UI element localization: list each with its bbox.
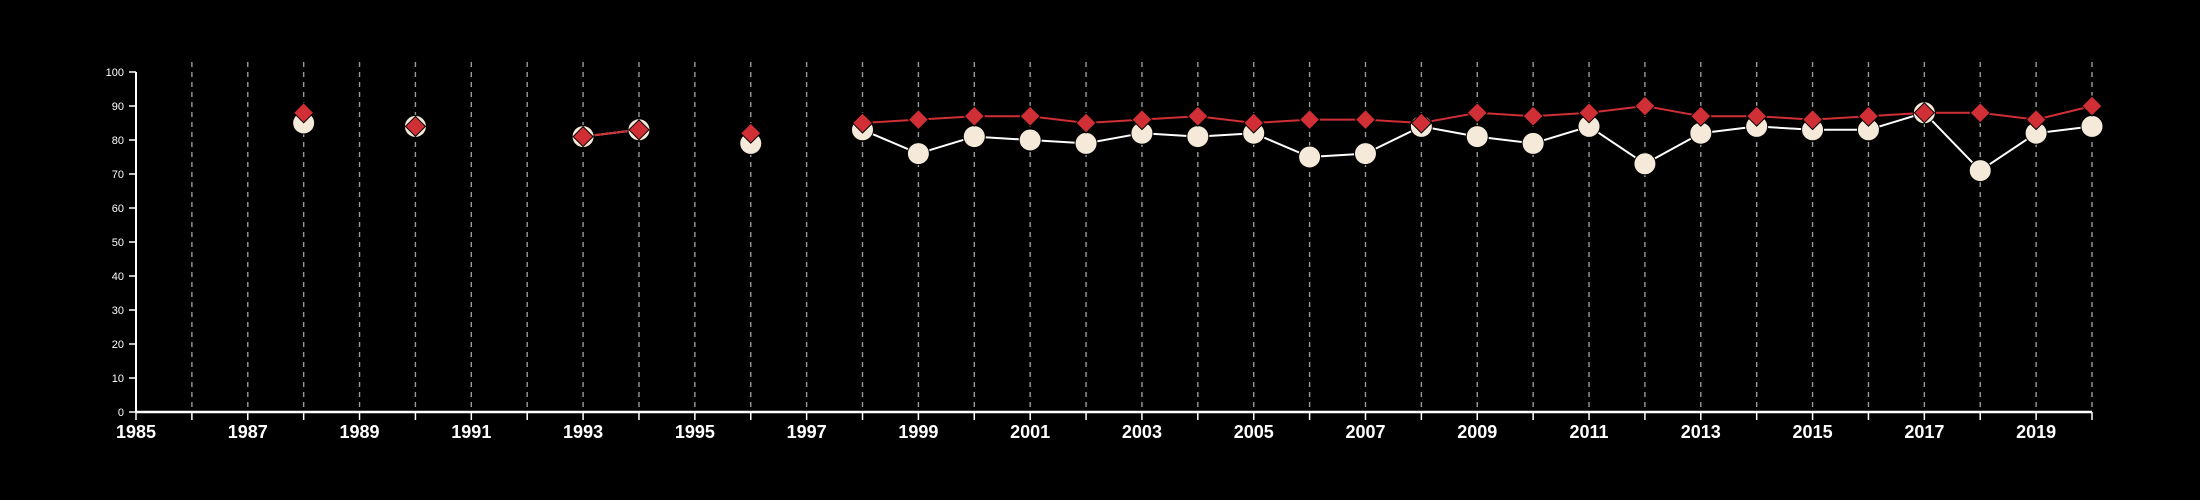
diamond-marker [2025,108,2047,131]
circle-marker [1968,159,1992,183]
diamond-marker [1243,112,1265,134]
x-axis-ticks: 1985 1987 1989 1991 1993 1995 1997 1999 2001 2003… [116,412,2093,442]
diamond-marker [572,125,594,148]
diamond-marker [851,112,874,134]
series-markers [292,95,2104,183]
y-tick-label: 60 [112,203,124,215]
axes [135,72,2092,414]
x-tick-label: 1993 [563,422,603,442]
diamond-marker [907,108,930,131]
x-tick-label: 2011 [1569,422,1608,442]
x-tick-label: 2013 [1681,422,1721,442]
y-tick-label: 10 [112,373,124,385]
diamond-marker [1522,105,1544,127]
y-axis-ticks: 0 10 20 30 40 50 60 70 80 90 100 [106,67,136,419]
circle-marker [2080,114,2104,138]
diamond-marker [1913,102,1936,124]
x-tick-label: 1995 [675,422,715,442]
vertical-gridlines [191,62,2093,412]
x-tick-label: 1989 [340,422,380,442]
x-tick-label: 1999 [898,422,938,442]
diamond-marker [1354,108,1377,131]
y-tick-label: 100 [106,67,124,79]
circle-marker [1186,125,1210,149]
diamond-marker [1801,108,1824,131]
x-tick-label: 2009 [1457,422,1497,442]
diamond-marker [963,105,985,127]
circle-marker [1018,128,1042,152]
y-tick-label: 20 [112,339,124,351]
diamond-marker [1745,105,1768,127]
x-tick-label: 2019 [2016,422,2056,442]
x-tick-label: 2015 [1793,422,1833,442]
series-2-segment [1644,105,1701,118]
x-tick-label: 2017 [1904,422,1944,442]
x-tick-label: 1997 [787,422,827,442]
circle-marker [962,125,986,149]
circle-marker [1074,131,1098,155]
diamond-marker [628,119,650,141]
y-tick-label: 80 [112,135,124,147]
diamond-marker [740,122,762,144]
y-tick-label: 90 [112,101,124,113]
diamond-marker [1019,105,1041,127]
diamond-marker [1466,102,1488,124]
circle-marker [1465,125,1489,149]
series-2-segment [2035,105,2093,121]
diamond-marker [1187,105,1209,127]
x-tick-label: 1985 [116,422,156,442]
diamond-marker [292,102,315,124]
diamond-marker [1298,108,1321,131]
diamond-marker [1690,105,1712,127]
diamond-marker [1969,102,1991,124]
x-tick-label: 2007 [1345,422,1385,442]
diamond-marker [1410,112,1433,134]
y-tick-label: 0 [118,407,124,419]
circle-marker [1298,145,1322,169]
x-tick-label: 2003 [1122,422,1162,442]
diamond-marker [1857,105,1880,127]
y-tick-label: 40 [112,271,124,283]
diamond-marker [2081,95,2103,117]
diamond-marker [404,115,427,138]
circle-marker [1353,142,1377,166]
circle-marker [1521,131,1545,155]
circle-marker [1633,152,1657,176]
circle-marker [906,142,930,166]
x-tick-label: 1987 [228,422,268,442]
x-tick-label: 2005 [1234,422,1274,442]
x-tick-label: 2001 [1010,422,1050,442]
series-1-segment [1923,112,1981,172]
diamond-marker [1075,112,1097,134]
y-tick-label: 70 [112,169,124,181]
x-tick-label: 1991 [451,422,491,442]
diamond-marker [1578,102,1600,124]
diamond-marker [1634,95,1656,117]
y-tick-label: 30 [112,305,124,317]
y-tick-label: 50 [112,237,124,249]
diamond-marker [1131,108,1153,131]
